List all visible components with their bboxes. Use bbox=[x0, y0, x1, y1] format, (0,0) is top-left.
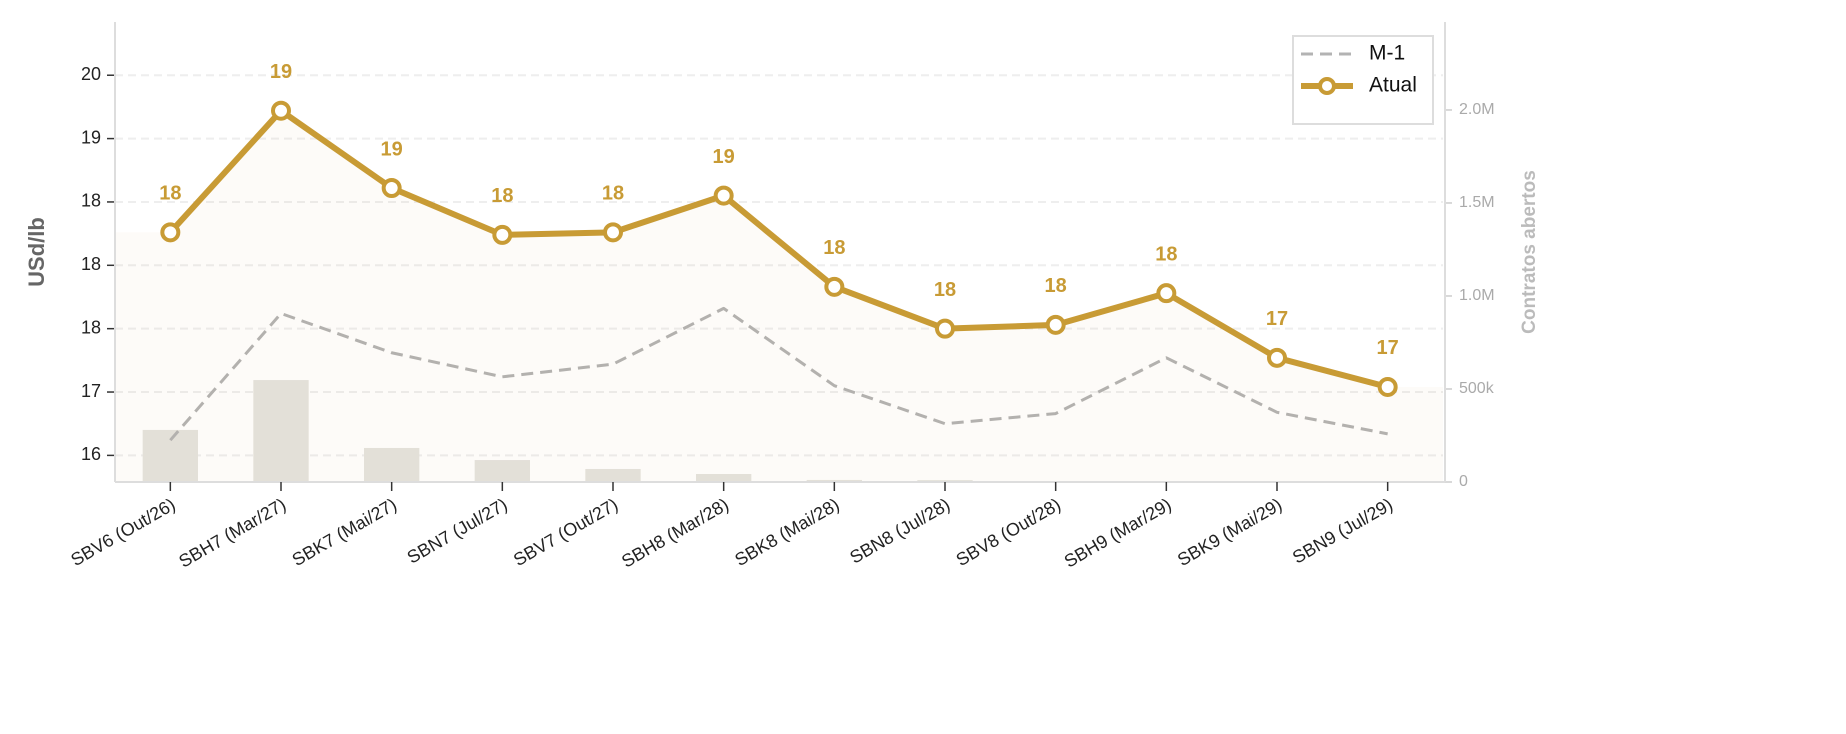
y2-tick-label: 1.0M bbox=[1459, 287, 1495, 304]
x-tick-label: SBH8 (Mar/28) bbox=[618, 494, 732, 571]
y2-tick-label: 1.5M bbox=[1459, 194, 1495, 211]
x-tick-label: SBN8 (Jul/28) bbox=[846, 494, 953, 567]
y-axis-label: USd/lb bbox=[24, 217, 49, 287]
legend-box bbox=[1292, 35, 1434, 125]
y2-tick-label: 2.0M bbox=[1459, 101, 1495, 118]
legend-marker bbox=[1318, 77, 1336, 95]
bar bbox=[585, 468, 641, 482]
y-tick-label: 20 bbox=[81, 64, 101, 84]
y-tick-label: 18 bbox=[81, 254, 101, 274]
bar bbox=[474, 460, 530, 482]
y2-tick-label: 500k bbox=[1459, 380, 1495, 397]
legend-label: Atual bbox=[1369, 74, 1417, 97]
x-tick-label: SBV7 (Out/27) bbox=[510, 494, 621, 570]
x-tick-label: SBV6 (Out/26) bbox=[67, 494, 178, 570]
marker bbox=[824, 276, 845, 297]
y-tick-label: 17 bbox=[81, 381, 101, 401]
data-label: 18 bbox=[159, 183, 181, 205]
marker bbox=[1156, 283, 1177, 304]
x-tick-label: SBN9 (Jul/29) bbox=[1289, 494, 1396, 567]
data-label: 17 bbox=[1266, 308, 1288, 330]
data-label: 18 bbox=[1155, 243, 1177, 265]
bar bbox=[696, 474, 752, 482]
x-tick-label: SBV8 (Out/28) bbox=[953, 494, 1064, 570]
x-tick-label: SBK8 (Mai/28) bbox=[731, 494, 842, 570]
y-tick-label: 19 bbox=[81, 127, 101, 147]
data-label: 18 bbox=[1045, 275, 1067, 297]
marker bbox=[1045, 314, 1066, 335]
data-label: 18 bbox=[823, 237, 845, 259]
data-label: 18 bbox=[491, 185, 513, 207]
marker bbox=[603, 222, 623, 243]
x-tick-label: SBK9 (Mai/29) bbox=[1174, 494, 1285, 570]
data-label: 18 bbox=[602, 183, 624, 205]
marker bbox=[271, 100, 291, 121]
y2-axis-label: Contratos abertos bbox=[1519, 170, 1540, 334]
marker bbox=[160, 222, 181, 243]
marker bbox=[1377, 376, 1398, 397]
bar bbox=[806, 479, 862, 482]
marker bbox=[1267, 347, 1287, 368]
data-label: 19 bbox=[713, 146, 735, 168]
y-tick-label: 16 bbox=[81, 444, 101, 464]
line bbox=[168, 107, 1389, 390]
marker bbox=[492, 224, 513, 245]
marker bbox=[935, 318, 955, 339]
y-tick-label: 18 bbox=[81, 317, 101, 337]
data-label: 18 bbox=[934, 279, 956, 301]
legend-label: M-1 bbox=[1369, 42, 1405, 65]
area bbox=[115, 111, 1443, 482]
bar bbox=[253, 380, 309, 482]
y-tick-label: 18 bbox=[81, 191, 101, 211]
bar bbox=[364, 447, 420, 482]
line bbox=[169, 306, 1388, 442]
data-label: 17 bbox=[1377, 337, 1399, 359]
x-tick-label: SBH9 (Mar/29) bbox=[1061, 494, 1175, 571]
marker bbox=[713, 185, 734, 206]
data-label: 19 bbox=[381, 138, 403, 160]
data-label: 19 bbox=[270, 61, 292, 83]
y2-tick-label: 0 bbox=[1459, 473, 1468, 490]
x-tick-label: SBK7 (Mai/27) bbox=[289, 494, 400, 570]
marker bbox=[381, 178, 402, 199]
x-tick-label: SBN7 (Jul/27) bbox=[404, 494, 511, 567]
x-tick-label: SBH7 (Mar/27) bbox=[175, 494, 289, 571]
